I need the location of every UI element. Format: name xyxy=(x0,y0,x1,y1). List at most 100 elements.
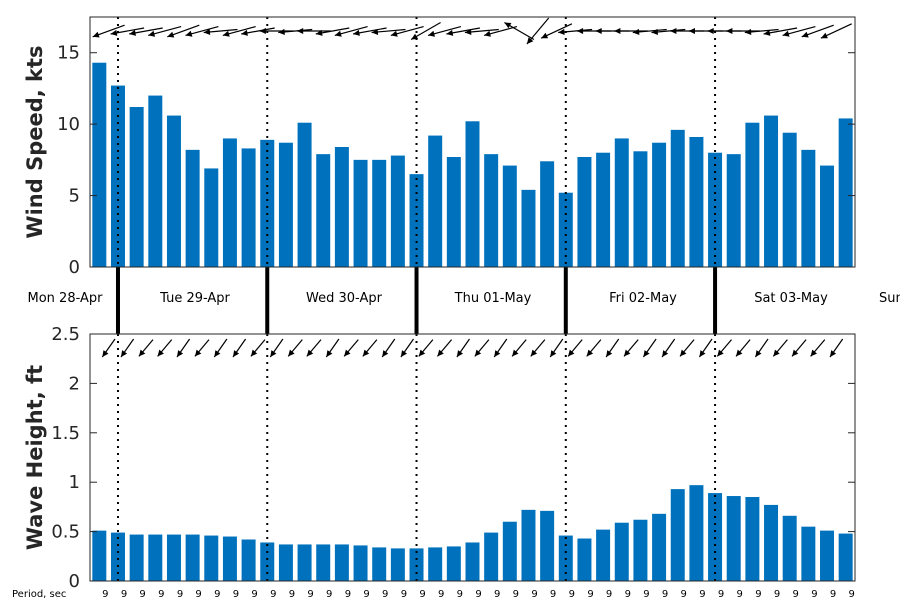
wind-bar-5 xyxy=(185,149,200,267)
wave-direction-arrow-31 xyxy=(679,339,695,357)
period-value-7: 9 xyxy=(233,589,239,600)
period-value-25: 9 xyxy=(569,589,575,600)
wave-direction-arrow-33 xyxy=(716,339,732,357)
wind-direction-arrow-35 xyxy=(744,28,779,35)
wave-direction-arrow-5 xyxy=(194,339,210,357)
period-value-11: 9 xyxy=(307,589,313,600)
wave-ytick-label-0: 0 xyxy=(69,571,80,592)
wind-bar-9 xyxy=(260,139,275,267)
wave-direction-arrow-8 xyxy=(250,339,266,357)
wave-bar-29 xyxy=(633,519,648,581)
wind-bar-40 xyxy=(838,118,853,268)
wave-bar-15 xyxy=(372,547,387,581)
wind-direction-arrow-19 xyxy=(446,27,481,36)
wave-axes-frame xyxy=(89,333,856,582)
wind-ytick-label-3: 15 xyxy=(57,43,80,64)
period-value-0: 9 xyxy=(102,589,108,600)
period-value-37: 9 xyxy=(793,589,799,600)
period-value-24: 9 xyxy=(550,589,556,600)
wind-bar-32 xyxy=(689,137,704,267)
wave-ytick-label-2: 1 xyxy=(69,472,80,493)
period-value-32: 9 xyxy=(699,589,705,600)
wind-bar-22 xyxy=(502,165,517,267)
wave-direction-arrow-34 xyxy=(735,339,751,357)
period-value-2: 9 xyxy=(139,589,145,600)
wind-bar-15 xyxy=(372,159,387,267)
period-value-17: 9 xyxy=(419,589,425,600)
wave-direction-arrow-10 xyxy=(287,339,303,357)
wind-bar-37 xyxy=(782,132,797,267)
wave-bar-7 xyxy=(222,536,237,581)
wave-direction-arrow-6 xyxy=(213,338,228,358)
wave-direction-arrow-26 xyxy=(586,339,602,357)
wind-bar-2 xyxy=(129,107,144,267)
wave-bar-10 xyxy=(278,544,293,581)
period-value-8: 9 xyxy=(251,589,257,600)
period-value-26: 9 xyxy=(587,589,593,600)
wave-bar-30 xyxy=(652,513,667,581)
period-value-4: 9 xyxy=(177,589,183,600)
wave-direction-arrow-36 xyxy=(772,339,788,357)
wind-bar-38 xyxy=(801,149,816,267)
wave-bar-1 xyxy=(110,532,125,581)
wave-bar-32 xyxy=(689,485,704,581)
wind-bar-16 xyxy=(390,155,405,267)
wave-bar-34 xyxy=(726,496,741,581)
wave-bar-17 xyxy=(409,548,424,581)
wind-direction-arrow-14 xyxy=(352,27,387,36)
wind-direction-arrow-18 xyxy=(427,26,462,37)
wave-direction-arrow-24 xyxy=(549,338,564,358)
wave-direction-arrow-22 xyxy=(511,339,527,357)
wave-bar-20 xyxy=(465,542,480,581)
wind-direction-arrow-16 xyxy=(390,26,424,37)
wave-direction-arrow-23 xyxy=(530,339,546,357)
wind-direction-arrow-29 xyxy=(632,28,667,35)
period-value-39: 9 xyxy=(830,589,836,600)
wave-bar-8 xyxy=(241,539,256,581)
day-label-6: Sun xyxy=(879,291,900,306)
wind-bar-27 xyxy=(596,152,611,267)
day-label-1: Tue 29-Apr xyxy=(159,291,230,306)
wave-bar-37 xyxy=(782,515,797,581)
period-value-30: 9 xyxy=(662,589,668,600)
wind-direction-arrow-34 xyxy=(726,28,760,34)
wave-direction-arrow-21 xyxy=(493,338,508,358)
wave-bar-12 xyxy=(316,544,331,581)
period-value-40: 9 xyxy=(849,589,855,600)
wind-bar-33 xyxy=(708,152,723,267)
wave-bar-6 xyxy=(204,535,219,581)
period-value-12: 9 xyxy=(326,589,332,600)
wave-bar-22 xyxy=(502,521,517,581)
wind-direction-arrow-11 xyxy=(296,28,331,34)
period-value-10: 9 xyxy=(289,589,295,600)
period-value-5: 9 xyxy=(195,589,201,600)
wave-bar-23 xyxy=(521,509,536,581)
wind-bar-34 xyxy=(726,154,741,267)
wind-bar-36 xyxy=(764,115,779,267)
wind-bar-39 xyxy=(820,165,835,267)
period-value-13: 9 xyxy=(345,589,351,600)
wind-bar-26 xyxy=(577,157,592,267)
period-value-29: 9 xyxy=(643,589,649,600)
wave-direction-arrow-7 xyxy=(232,338,247,358)
wind-direction-arrow-38 xyxy=(801,24,834,38)
wind-bar-21 xyxy=(484,154,499,267)
wind-direction-arrow-23 xyxy=(526,17,550,45)
wave-direction-arrow-17 xyxy=(418,339,434,357)
day-label-0: Mon 28-Apr xyxy=(28,291,104,306)
wind-bar-35 xyxy=(745,122,760,268)
wave-bar-28 xyxy=(614,522,629,581)
wave-bar-11 xyxy=(297,544,312,581)
wave-ylabel: Wave Height, ft xyxy=(23,365,47,550)
period-value-14: 9 xyxy=(363,589,369,600)
day-separators xyxy=(115,267,718,334)
wind-direction-arrow-30 xyxy=(651,28,686,35)
wave-direction-arrow-39 xyxy=(829,338,844,358)
period-label: Period, sec xyxy=(12,589,66,600)
wave-direction-arrow-35 xyxy=(754,338,769,358)
wave-direction-arrow-32 xyxy=(698,338,713,358)
wind-direction-arrow-25 xyxy=(558,28,593,35)
wind-bar-28 xyxy=(614,138,629,267)
